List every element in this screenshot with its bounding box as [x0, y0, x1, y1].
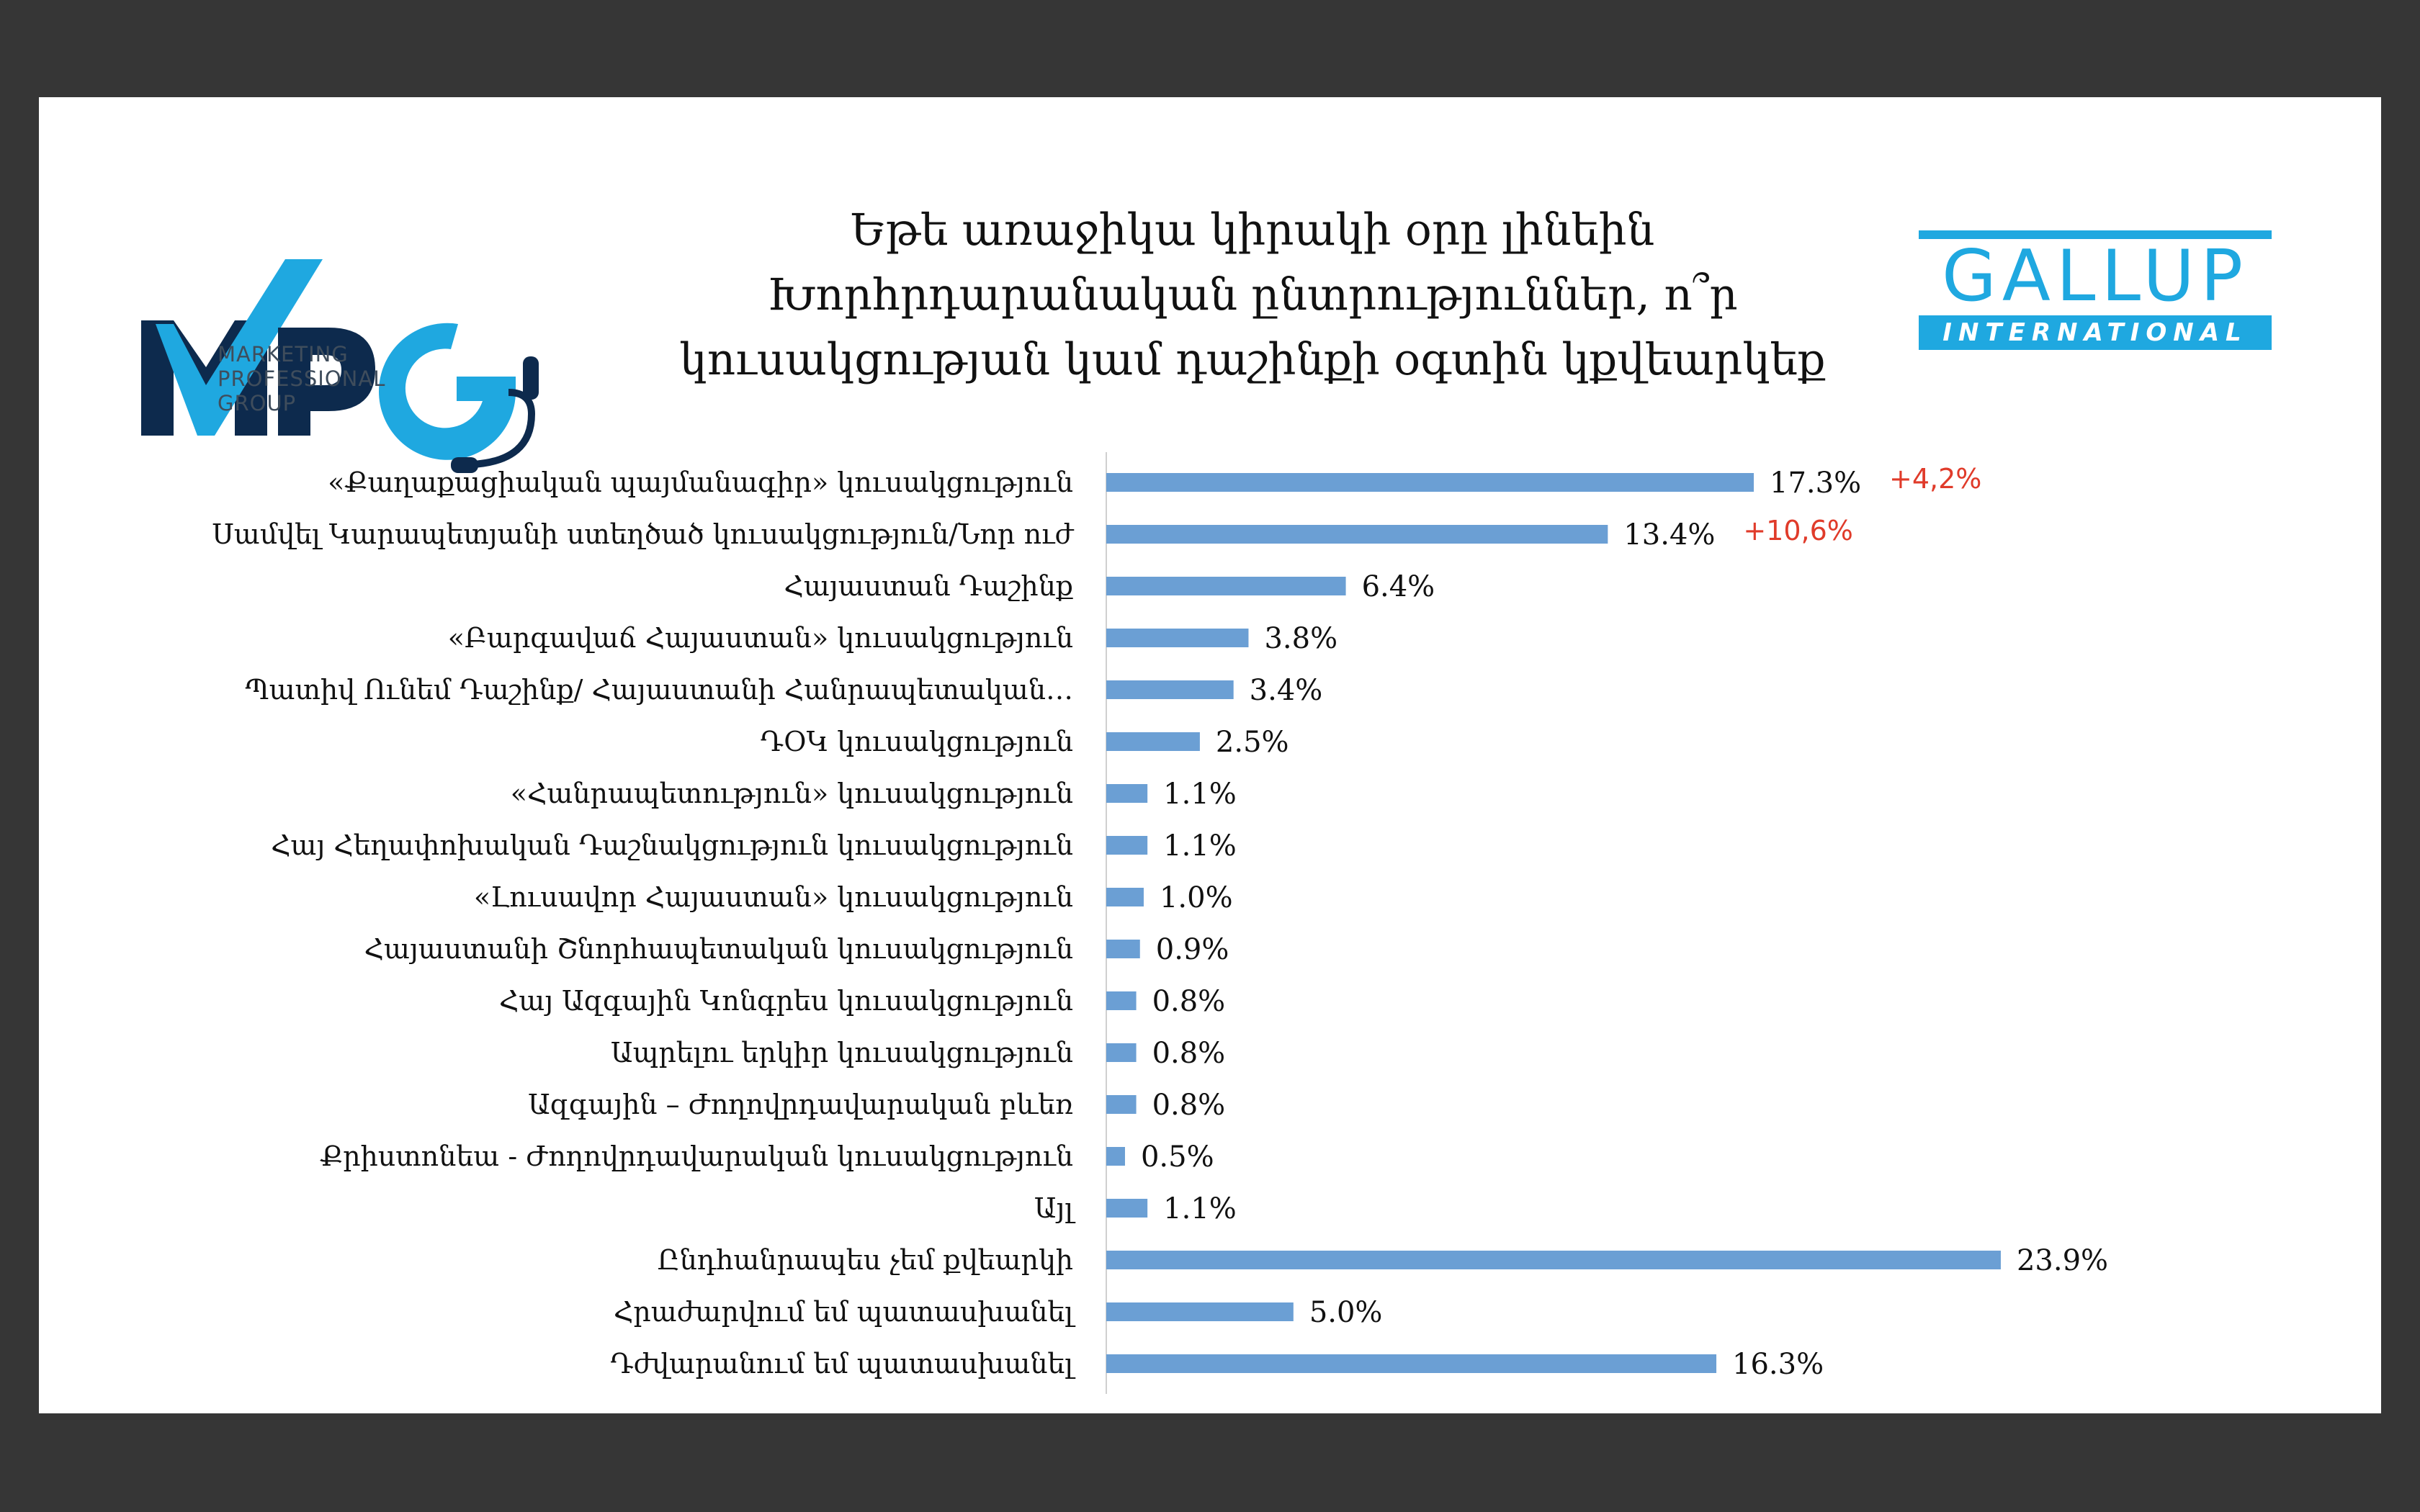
bar — [1106, 1199, 1148, 1218]
bar — [1106, 1302, 1294, 1321]
data-label: 16.3% — [1732, 1348, 1824, 1381]
bar — [1106, 1251, 2001, 1269]
bar — [1106, 1095, 1137, 1114]
data-label: 1.1% — [1163, 829, 1237, 863]
data-label: 0.8% — [1152, 985, 1226, 1018]
category-label: Սամվել Կարապետյանի ստեղծած կուսակցությու… — [212, 518, 1074, 550]
data-label: 13.4% — [1623, 518, 1715, 552]
data-label: 5.0% — [1309, 1296, 1383, 1329]
data-label: 0.8% — [1152, 1037, 1226, 1070]
mpg-subtitle-line: PROFESSIONAL — [218, 366, 386, 391]
data-label: 1.0% — [1160, 881, 1233, 914]
mpg-letter-p — [278, 328, 375, 436]
mpg-subtitle-line: MARKETING — [218, 342, 349, 366]
mpg-letter-g — [379, 323, 516, 460]
category-label: «Լուսավոր Հայաստան» կուսակցություն — [474, 881, 1073, 913]
chart-title-line: Եթե առաջիկա կիրակի օրը լինեին — [850, 204, 1655, 256]
data-label: 17.3% — [1770, 467, 1861, 500]
headset-ear-icon — [523, 356, 539, 400]
data-label: 0.9% — [1156, 933, 1229, 966]
change-annotation: +10,6% — [1743, 515, 1853, 546]
category-label: Ապրելու երկիր կուսակցություն — [611, 1037, 1073, 1068]
category-label: Հայաստանի Շնորհապետական կուսակցություն — [364, 933, 1073, 965]
category-label: «Հանրապետություն» կուսակցություն — [511, 778, 1073, 809]
bar — [1106, 577, 1346, 595]
category-label: Հայ Ազգային Կոնգրես կուսակցություն — [499, 985, 1073, 1017]
slide: MARKETING PROFESSIONAL GROUP Եթե առաջիկա… — [39, 97, 2381, 1413]
bar — [1106, 732, 1200, 751]
data-label: 6.4% — [1362, 570, 1435, 603]
gallup-top-bar — [1919, 230, 2272, 239]
bar — [1106, 680, 1234, 699]
bar — [1106, 991, 1137, 1010]
gallup-logo: GALLUP INTERNATIONAL — [1919, 230, 2272, 351]
bar — [1106, 888, 1144, 906]
gallup-band-text: INTERNATIONAL — [1919, 315, 2272, 350]
bar — [1106, 1354, 1717, 1373]
bar — [1106, 1147, 1125, 1166]
category-label: Հրաժարվում եմ պատասխանել — [614, 1296, 1075, 1328]
mpg-subtitle-line: GROUP — [218, 391, 297, 415]
mpg-logo — [141, 259, 539, 473]
data-label: 0.5% — [1141, 1140, 1214, 1174]
headset-mic-icon — [451, 457, 478, 473]
category-label: Այլ — [1034, 1192, 1076, 1224]
category-label: Հայաստան Դաշինք — [784, 570, 1073, 602]
bar — [1106, 473, 1754, 492]
headset-icon — [472, 389, 536, 468]
mpg-subtitle: MARKETING PROFESSIONAL GROUP — [218, 342, 385, 415]
mpg-check-mark — [156, 259, 323, 436]
data-label: 23.9% — [2017, 1244, 2108, 1277]
category-label: ԴՕԿ կուսակցություն — [761, 726, 1073, 757]
change-annotation: +4,2% — [1889, 463, 1981, 495]
data-label: 0.8% — [1152, 1089, 1226, 1122]
category-label: Հայ Հեղափոխական Դաշնակցություն կուսակցու… — [271, 829, 1073, 861]
mpg-wordmark — [141, 259, 539, 473]
bar — [1106, 784, 1148, 803]
category-label: «Բարգավաճ Հայաստան» կուսակցություն — [448, 622, 1073, 654]
data-label: 3.8% — [1264, 622, 1337, 655]
data-label: 1.1% — [1163, 1192, 1237, 1225]
data-label: 3.4% — [1250, 674, 1323, 707]
data-label: 2.5% — [1216, 726, 1289, 759]
category-label: «Քաղաքացիական պայմանագիր» կուսակցություն — [328, 467, 1073, 498]
category-label: Քրիստոնեա - Ժողովրդավարական կուսակցությո… — [320, 1140, 1073, 1172]
bar — [1106, 836, 1148, 855]
category-label: Պատիվ Ունեմ Դաշինք/ Հայաստանի Հանրապետակ… — [245, 674, 1073, 706]
bar — [1106, 629, 1249, 647]
chart-title: Եթե առաջիկա կիրակի օրը լինեին Խորհրդարան… — [586, 198, 1919, 392]
data-label: 1.1% — [1163, 778, 1237, 811]
chart-title-line: Խորհրդարանական ընտրություններ, ո՞ր — [767, 269, 1738, 320]
bar-chart: «Քաղաքացիական պայմանագիր» կուսակցություն… — [212, 452, 2108, 1394]
bar — [1106, 1043, 1137, 1062]
chart-title-line: կուսակցության կամ դաշինքի օգտին կքվեարկե… — [679, 334, 1826, 385]
category-label: Դժվարանում եմ պատասխանել — [610, 1348, 1075, 1380]
category-label: Ազգային – Ժողովրդավարական բևեռ — [528, 1089, 1073, 1120]
bar — [1106, 940, 1140, 958]
gallup-wordmark: GALLUP — [1941, 235, 2249, 318]
category-label: Ընդհանրապես չեմ քվեարկի — [658, 1244, 1073, 1276]
bar — [1106, 525, 1608, 544]
